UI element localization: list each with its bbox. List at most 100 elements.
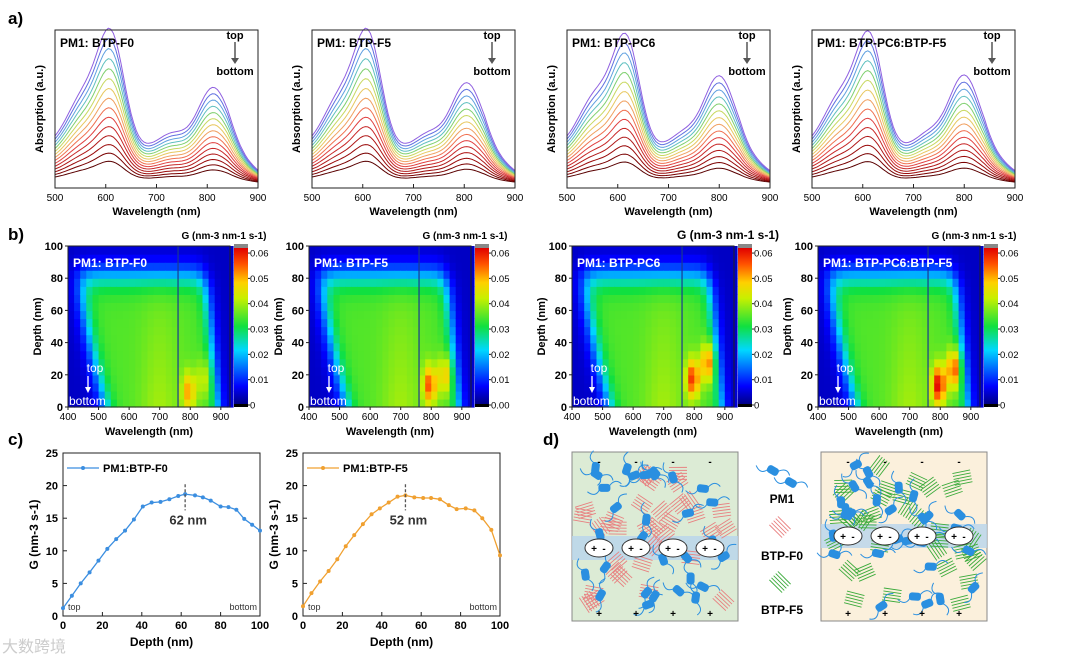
btp-f5-stack [843, 590, 865, 608]
x-tick-label: 0 [300, 620, 306, 632]
heatmap-cell [80, 270, 87, 279]
heatmap-cell [572, 246, 579, 255]
heatmap-cell [196, 374, 204, 384]
x-tick-label: 40 [136, 620, 148, 632]
heatmap-cell [394, 390, 402, 400]
heatmap-cell [437, 302, 445, 312]
molecule-line [941, 479, 959, 487]
heatmap-cell [885, 278, 892, 287]
heatmap-cell [818, 318, 825, 328]
absorption-curve [54, 37, 259, 172]
heatmap-cell [388, 262, 396, 271]
molecule-line [874, 489, 891, 499]
heatmap-cell [903, 342, 911, 352]
heatmap-cell [406, 246, 414, 255]
heatmap-cell [700, 374, 708, 384]
heatmap-cell [364, 286, 371, 295]
heatmap-cell [104, 382, 112, 392]
heatmap-cell [220, 294, 228, 303]
heatmap-cell [333, 270, 341, 279]
pm1-chain [587, 480, 622, 495]
heatmap-cell [357, 366, 365, 376]
heatmap-cell [639, 382, 646, 392]
molecule-line [720, 589, 735, 603]
molecule-line [952, 472, 971, 477]
heatmap-cell [891, 270, 899, 279]
heatmap-cell [970, 262, 978, 271]
heatmap-plot: 400 500 600 700 800 900020406080100Wavelength… [273, 231, 510, 438]
heatmap-cell [928, 382, 935, 392]
heatmap-cell [614, 334, 622, 344]
heatmap-cell [165, 334, 173, 344]
heatmap-cell [970, 318, 978, 328]
heatmap-cell [220, 382, 228, 392]
heatmap-cell [614, 342, 622, 352]
x-axis-label: Depth (nm) [130, 635, 193, 649]
heatmap-cell [321, 254, 328, 263]
heatmap-cell [663, 374, 671, 384]
heatmap-cell [345, 254, 353, 263]
btp-f0-stack [631, 554, 653, 573]
heatmap-cell [921, 358, 929, 368]
heatmap-cell [836, 262, 843, 271]
heatmap-cell [633, 358, 640, 368]
heatmap-cell [321, 350, 328, 360]
molecule-line [771, 577, 785, 591]
heatmap-cell [934, 358, 941, 368]
helix-segment [696, 581, 709, 592]
molecule-line [658, 530, 673, 543]
heatmap-cell [824, 334, 831, 344]
heatmap-cell [92, 302, 100, 312]
helix-segment [599, 561, 611, 574]
heatmap-cell [836, 318, 843, 328]
heatmap-cell [92, 318, 100, 328]
molecule-line [910, 471, 928, 481]
heatmap-cell [443, 334, 451, 344]
heatmap-cell [633, 382, 640, 392]
heatmap-cell [706, 366, 714, 376]
heatmap-cell [357, 382, 365, 392]
heatmap-cell [357, 326, 365, 336]
heatmap-cell [970, 294, 978, 303]
heatmap-cell [202, 294, 210, 303]
y-axis-label: Depth (nm) [536, 297, 548, 355]
heatmap-cell [159, 246, 167, 255]
heatmap-cell [669, 318, 677, 328]
molecule-line [875, 460, 888, 476]
heatmap-cell [425, 342, 432, 352]
heatmap-cell [928, 366, 935, 376]
heatmap-cell [682, 382, 689, 392]
heatmap-cell [400, 294, 408, 303]
heatmap-cell [596, 286, 604, 295]
heatmap-cell [824, 278, 831, 287]
heatmap-cell [669, 358, 677, 368]
heatmap-cell [620, 358, 628, 368]
heatmap-cell [461, 382, 469, 392]
helix-segment [594, 528, 605, 541]
heatmap-cell [688, 270, 695, 279]
absorption-curve [566, 136, 771, 181]
heatmap-cell [208, 262, 216, 271]
helix-segment [967, 581, 980, 594]
chain-link [579, 468, 614, 481]
heatmap-cell [873, 286, 880, 295]
heatmap-cell [885, 318, 892, 328]
heatmap-cell [431, 294, 438, 303]
y-tick-label: 20 [46, 481, 58, 493]
heatmap-cell [940, 294, 947, 303]
heatmap-cell [663, 294, 671, 303]
arrow-head-icon [326, 387, 332, 393]
heatmap-cell [700, 398, 708, 408]
heatmap-cell [425, 246, 432, 255]
heatmap-cell [364, 374, 371, 384]
heatmap-cell [627, 254, 634, 263]
heatmap-cell [946, 334, 954, 344]
heatmap-cell [657, 254, 665, 263]
heatmap-cell [712, 270, 720, 279]
heatmap-cell [178, 310, 185, 320]
heatmap-cell [824, 398, 831, 408]
heatmap-cell [675, 246, 683, 255]
heatmap-cell [694, 398, 701, 408]
heatmap-cell [153, 326, 161, 336]
